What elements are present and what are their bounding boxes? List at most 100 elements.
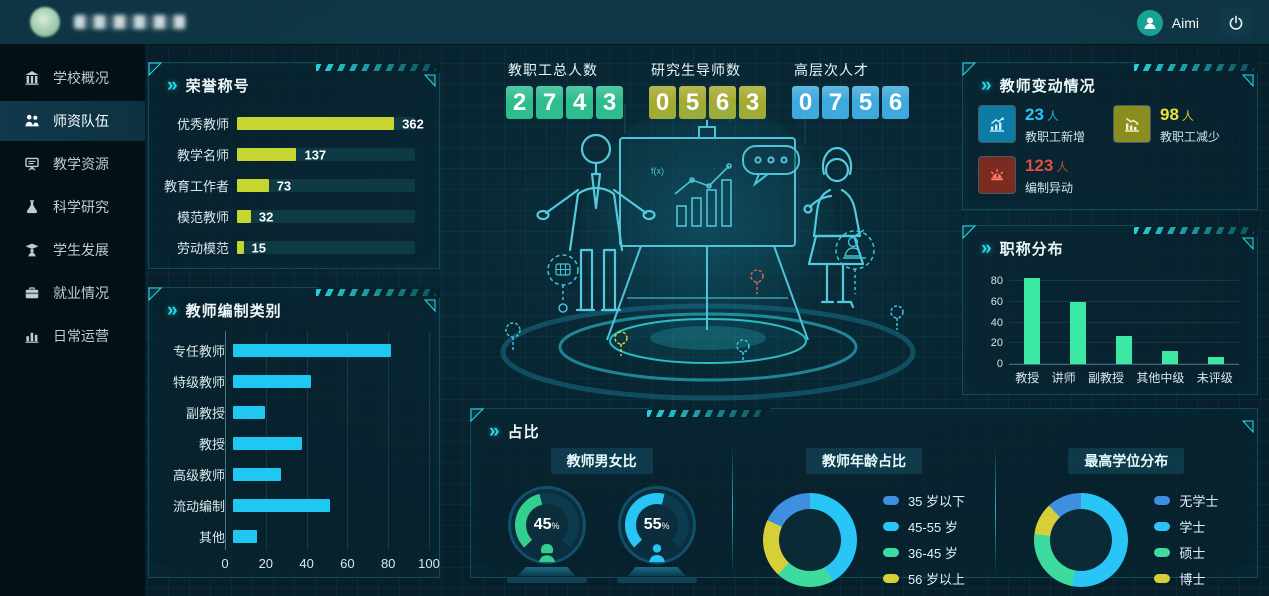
bar-category-label: 副教授 [185,406,225,421]
change-unit: 人 [1046,109,1059,123]
age-distribution-section: 教师年龄占比 35 岁以下 45-55 岁 36-45 岁 56 岁以上 [732,446,995,587]
legend-item[interactable]: 无学士 [1154,491,1218,510]
legend-marker [882,496,899,505]
faculty-team-icon [25,114,39,127]
bar-track [233,530,419,543]
school-building-icon [25,71,39,85]
male-figure-icon [648,544,665,563]
sidebar-item-school-overview[interactable]: 学校概况 [0,58,145,98]
legend-item[interactable]: 35 岁以下 [882,491,966,510]
title-distribution-chart[interactable]: 0 20 40 60 80 教授 讲师 副教授 其他中级 未评级 [963,259,1257,386]
bar-fill [237,241,244,254]
stat-digit: 5 [852,86,879,119]
chevron-icon: » [167,75,177,96]
user-name: Aimi [1171,14,1199,31]
bar-track: 73 [237,178,415,193]
establishment-change-card: 123 人 编制异动 [979,157,1114,196]
university-logo-icon [30,7,60,37]
operations-chart-icon [25,332,39,343]
employment-briefcase-icon [25,287,39,299]
sidebar-item-teaching-resources[interactable]: 教学资源 [0,144,145,184]
establishment-bar-chart[interactable]: 专任教师 特级教师 副教授 教授 高级教师 流动编制 其他 0 20 40 60 80 100 [149,321,440,574]
chevron-icon: » [489,421,499,442]
bar-track [233,499,419,512]
degree-donut-chart[interactable] [1034,492,1129,587]
user-avatar-icon [1136,9,1163,36]
age-donut-chart[interactable] [762,492,857,587]
gauge-value: 45% [533,516,560,533]
bar-category-label: 讲师 [1051,371,1076,385]
gauge-value: 55% [643,516,670,533]
gender-ratio-section: 教师男女比 45% [471,446,732,583]
legend-item[interactable]: 56 岁以上 [882,569,965,588]
female-ratio-gauge[interactable]: 45% [506,486,587,583]
teaching-resources-icon [25,157,39,171]
sidebar-item-label: 师资队伍 [53,113,109,129]
decrease-chart-icon [1125,117,1139,132]
sidebar-item-label: 学生发展 [53,242,109,258]
axis-tick-label: 40 [990,316,1003,329]
bar-category-label: 劳动模范 [176,241,229,256]
sidebar-item-student-development[interactable]: 学生发展 [0,230,145,270]
legend-item[interactable]: 36-45 岁 [882,543,965,562]
bar-fill [237,210,251,223]
sidebar-item-research[interactable]: 科学研究 [0,187,145,227]
bar-fill [1208,356,1224,364]
bar-value-label: 137 [304,147,327,162]
sidebar-item-label: 教学资源 [53,156,109,172]
sidebar-item-faculty-team[interactable]: 师资队伍 [0,101,145,141]
establishment-panel: » 教师编制类别 专任教师 特级教师 副教授 教授 高级教师 流动编制 其他 0 20 40 60 8… [148,287,440,578]
bar-category-label: 优秀教师 [176,117,229,132]
corner-decoration [470,408,485,423]
bar-track [233,344,419,357]
research-flask-icon [26,200,38,214]
legend-label: 博士 [1179,572,1206,587]
legend-item[interactable]: 45-55 岁 [882,517,965,536]
section-subtitle: 教师年龄占比 [805,448,922,474]
sidebar-item-label: 学校概况 [53,70,109,86]
sidebar-item-operations[interactable]: 日常运营 [0,316,145,356]
bar-track [233,437,419,450]
staff-changes-panel: » 教师变动情况 23 人 教职工新增 [962,62,1258,210]
legend-label: 学士 [1179,520,1206,535]
stripe-decoration [308,62,440,73]
bar-category-label: 高级教师 [172,468,225,483]
bar-track: 362 [237,116,424,131]
honor-bar-chart[interactable]: 优秀教师 362 教学名师 137 教育工作者 73 模范教师 32 劳动模范 15 [149,96,439,263]
bar-fill [233,375,312,388]
section-subtitle: 最高学位分布 [1068,448,1185,474]
axis-tick-label: 60 [340,556,355,571]
student-development-icon [25,243,39,257]
bar-row: 教学名师 137 [161,139,425,170]
power-icon [1229,15,1243,30]
bar-row: 教育工作者 73 [161,170,425,201]
bar-fill [233,468,282,481]
staff-decrease-card: 98 人 教职工减少 [1114,106,1249,145]
bar-track [233,406,419,419]
legend-item[interactable]: 学士 [1154,517,1218,536]
sidebar-item-label: 科学研究 [53,199,109,215]
pedestal [627,567,686,576]
title-distribution-panel: » 职称分布 0 20 40 60 80 教授 讲师 副教授 其他中级 未评级 [962,225,1258,395]
bar-fill [1162,350,1178,364]
sidebar-item-label: 日常运营 [53,328,109,344]
power-button[interactable] [1221,8,1251,38]
user-menu[interactable]: Aimi [1136,0,1199,45]
legend-item[interactable]: 博士 [1154,569,1218,588]
change-label: 编制异动 [1025,181,1074,195]
legend-marker [882,548,899,557]
corner-decoration [148,287,163,302]
legend-label: 35 岁以下 [907,494,966,509]
sidebar-item-employment[interactable]: 就业情况 [0,273,145,313]
male-ratio-gauge[interactable]: 55% [616,486,697,583]
panel-title: 教师变动情况 [999,78,1096,95]
donut-hole [778,508,841,571]
bar-value-label: 362 [402,116,424,131]
faculty-hologram-illustration: f(x) [500,100,916,401]
plot-area: 0 20 40 60 80 [991,273,1239,370]
bar-value-label: 15 [251,240,266,255]
bar-category-label: 流动编制 [172,499,225,514]
legend-item[interactable]: 硕士 [1154,543,1218,562]
corner-decoration [423,299,436,313]
stat-digit: 7 [536,86,563,119]
